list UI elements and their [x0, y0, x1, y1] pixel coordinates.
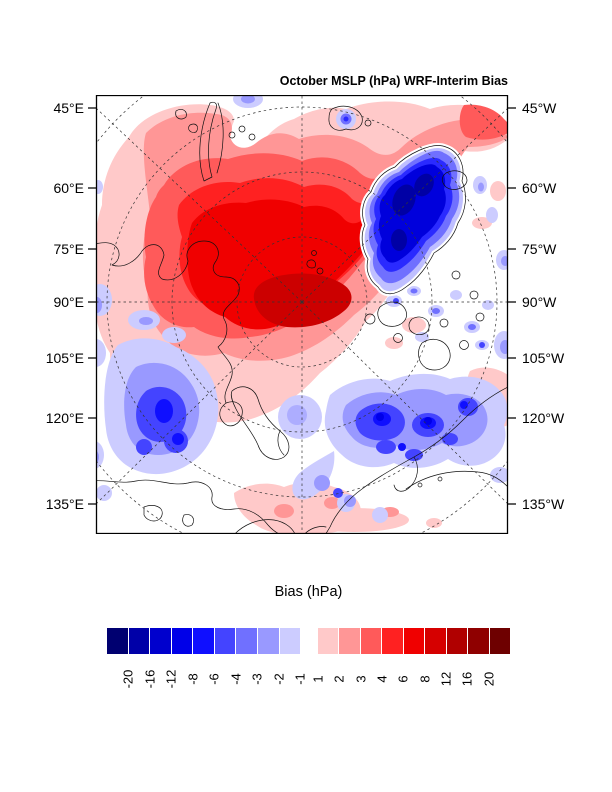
colorbar-cell — [403, 628, 425, 654]
colorbar-tick-label: 12 — [438, 671, 454, 687]
colorbar-cell — [425, 628, 446, 654]
graticule — [96, 95, 507, 534]
colorbar-cell — [339, 628, 360, 654]
axis-label-105w: 105°W — [522, 350, 565, 366]
figure-title: October MSLP (hPa) WRF-Interim Bias — [279, 74, 508, 88]
left-axis: 45°E 60°E 75°E 90°E 105°E 120°E 135°E — [14, 0, 84, 612]
colorbar-tick-label: 6 — [395, 675, 411, 683]
axis-label-75w: 75°W — [522, 241, 557, 257]
colorbar-tick-label: 4 — [374, 675, 390, 683]
axis-label-105e: 105°E — [45, 350, 84, 366]
axis-label-90e: 90°E — [53, 294, 84, 310]
colorbar-cell — [150, 628, 171, 654]
axis-label-75e: 75°E — [53, 241, 84, 257]
colorbar-cell — [171, 628, 193, 654]
colorbar-tick-label: 3 — [353, 675, 369, 683]
colorbar-tick-label: 16 — [459, 671, 475, 687]
colorbar-cell — [468, 628, 489, 654]
colorbar-cell — [446, 628, 468, 654]
bias-field-positive — [96, 101, 507, 534]
colorbar-title: Bias (hPa) — [274, 584, 343, 600]
colorbar-cell — [193, 628, 214, 654]
coastlines — [96, 101, 507, 534]
colorbar-tick-label: -20 — [120, 669, 136, 689]
colorbar-positive — [318, 628, 510, 654]
colorbar-tick-label: -6 — [206, 673, 222, 685]
colorbar-tick-label: -16 — [142, 669, 158, 689]
colorbar-cell — [128, 628, 150, 654]
colorbar-cell — [489, 628, 510, 654]
colorbar-cell — [279, 628, 301, 654]
colorbar-tick-label: -4 — [228, 673, 244, 685]
colorbar-cell — [360, 628, 382, 654]
colorbar-cell — [257, 628, 279, 654]
colorbar-cell — [107, 628, 128, 654]
colorbar-tick-label: -2 — [271, 673, 287, 685]
colorbar-tick-label: -1 — [292, 673, 308, 685]
axis-ticks — [88, 107, 516, 505]
colorbar-tick-label: -3 — [249, 673, 265, 685]
colorbar-cell — [382, 628, 403, 654]
axis-label-45w: 45°W — [522, 100, 557, 116]
axis-label-135w: 135°W — [522, 496, 565, 512]
map-frame — [95, 95, 509, 534]
colorbar-negative — [107, 628, 301, 654]
colorbar-tick-label: -8 — [185, 673, 201, 685]
colorbar-tick-label: -12 — [163, 669, 179, 689]
colorbar-tick-label: 20 — [481, 671, 497, 687]
right-axis: 45°W 60°W 75°W 90°W 105°W 120°W 135°W — [522, 0, 596, 612]
axis-label-135e: 135°E — [45, 496, 84, 512]
colorbar-tick-label: 8 — [417, 675, 433, 683]
axis-label-90w: 90°W — [522, 294, 557, 310]
colorbar-cell — [236, 628, 257, 654]
axis-label-120w: 120°W — [522, 410, 565, 426]
axis-label-45e: 45°E — [53, 100, 84, 116]
axis-label-60e: 60°E — [53, 180, 84, 196]
colorbar-tick-label: 1 — [310, 675, 326, 683]
colorbar-cell — [318, 628, 339, 654]
colorbar-tick-label: 2 — [331, 675, 347, 683]
map-plot — [88, 95, 516, 534]
axis-label-60w: 60°W — [522, 180, 557, 196]
axis-label-120e: 120°E — [45, 410, 84, 426]
colorbar-cell — [214, 628, 236, 654]
